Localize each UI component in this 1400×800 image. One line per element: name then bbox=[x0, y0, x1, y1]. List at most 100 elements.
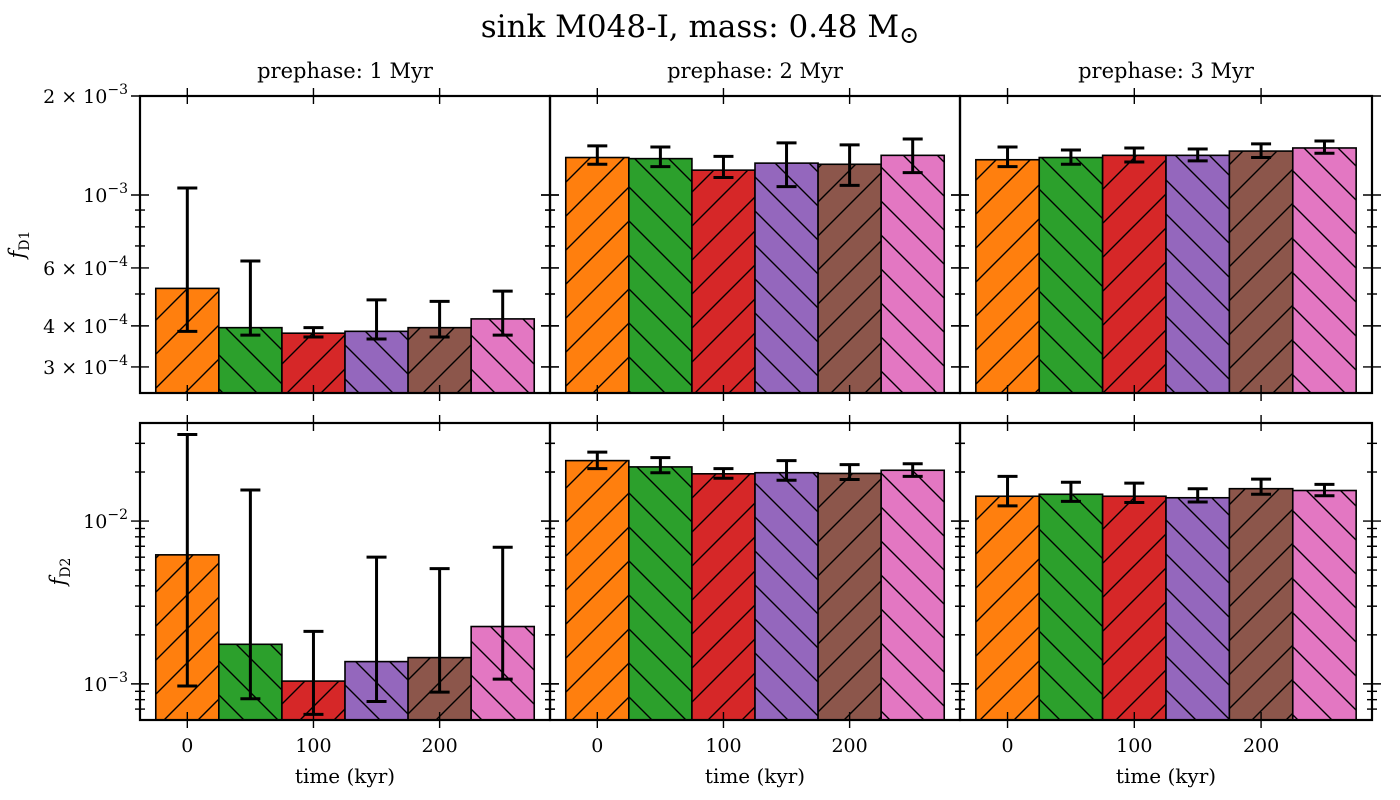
bar-hatch bbox=[691, 473, 756, 721]
x-axis-label: time (kyr) bbox=[705, 764, 805, 788]
y-axis-label: fD2 bbox=[46, 558, 74, 588]
bar-hatch bbox=[754, 471, 819, 721]
bar-hatch bbox=[1165, 154, 1231, 394]
error-bar bbox=[1314, 482, 1335, 498]
x-axis-label: time (kyr) bbox=[295, 764, 395, 788]
x-tick-label: 0 bbox=[591, 735, 603, 757]
figure-title: sink M048-I, mass: 0.48 M⊙ bbox=[481, 9, 920, 49]
axes-frame bbox=[958, 421, 1374, 722]
error-bar bbox=[1124, 146, 1145, 164]
bar bbox=[817, 163, 882, 394]
error-bar bbox=[1060, 148, 1081, 166]
error-bar bbox=[997, 474, 1018, 508]
column-title: prephase: 2 Myr bbox=[667, 59, 844, 83]
bar-hatch bbox=[628, 466, 693, 721]
error-bar bbox=[1060, 480, 1081, 503]
y-tick-label: 3 × 10−4 bbox=[43, 353, 128, 379]
bar-hatch bbox=[817, 472, 882, 721]
error-bar bbox=[839, 143, 860, 187]
column-title: prephase: 3 Myr bbox=[1078, 59, 1255, 83]
bar bbox=[1165, 496, 1231, 721]
bars-layer bbox=[154, 147, 1357, 721]
x-tick-label: 100 bbox=[1116, 735, 1152, 757]
x-tick-label: 200 bbox=[1243, 735, 1279, 757]
error-bar bbox=[240, 488, 261, 701]
error-bar bbox=[1251, 477, 1272, 496]
bar-hatch bbox=[281, 332, 346, 394]
error-bar bbox=[1124, 481, 1145, 504]
y-tick-label: 4 × 10−4 bbox=[43, 312, 128, 338]
error-bar bbox=[713, 154, 734, 180]
bar-hatch bbox=[1165, 496, 1231, 721]
error-bar bbox=[429, 299, 450, 339]
bar bbox=[1038, 493, 1104, 721]
bar bbox=[754, 162, 819, 394]
bar bbox=[691, 169, 756, 394]
bar bbox=[691, 473, 756, 721]
y-tick-label: 2 × 10−3 bbox=[43, 82, 128, 108]
error-bar bbox=[902, 137, 923, 175]
x-tick-label: 100 bbox=[295, 735, 331, 757]
bar-hatch bbox=[564, 156, 630, 394]
y-tick-label: 6 × 10−4 bbox=[43, 254, 128, 280]
error-bar bbox=[240, 259, 261, 337]
error-bars-layer bbox=[177, 137, 1335, 716]
bar-hatch bbox=[218, 326, 283, 394]
x-tick-label: 200 bbox=[831, 735, 867, 757]
bar bbox=[1038, 156, 1104, 394]
bar bbox=[1101, 495, 1167, 721]
axes-frames-layer bbox=[131, 88, 1381, 728]
axes-frame bbox=[958, 94, 1374, 395]
bar bbox=[281, 332, 346, 394]
error-bar bbox=[492, 289, 513, 337]
bar bbox=[1101, 154, 1167, 394]
bar-hatch bbox=[1228, 150, 1294, 394]
bar-hatch bbox=[691, 169, 756, 394]
x-axis-label: time (kyr) bbox=[1116, 764, 1216, 788]
error-bar bbox=[587, 144, 608, 166]
bar-hatch bbox=[975, 495, 1041, 721]
error-bar bbox=[177, 186, 198, 333]
error-bar bbox=[1187, 147, 1208, 163]
error-bar bbox=[997, 145, 1018, 169]
x-tick-label: 0 bbox=[181, 735, 193, 757]
bar bbox=[1228, 487, 1294, 721]
error-bar bbox=[492, 545, 513, 681]
y-tick-label: 10−3 bbox=[83, 181, 128, 207]
bar bbox=[564, 459, 630, 721]
error-bar bbox=[1187, 487, 1208, 504]
error-bar bbox=[776, 141, 797, 189]
bar bbox=[628, 157, 693, 394]
error-bar bbox=[650, 456, 671, 475]
error-bar bbox=[1251, 142, 1272, 160]
x-tick-label: 200 bbox=[421, 735, 457, 757]
bar-hatch bbox=[880, 154, 946, 394]
bar bbox=[564, 156, 630, 394]
x-tick-label: 100 bbox=[705, 735, 741, 757]
bar bbox=[1228, 150, 1294, 394]
bar bbox=[754, 471, 819, 721]
bar-hatch bbox=[564, 459, 630, 721]
bar bbox=[1291, 489, 1357, 721]
y-axis-label: fD1 bbox=[5, 231, 33, 261]
bar bbox=[1291, 147, 1357, 394]
bar-hatch bbox=[1038, 493, 1104, 721]
bar bbox=[817, 472, 882, 721]
bar-hatch bbox=[817, 163, 882, 394]
error-bar bbox=[839, 463, 860, 481]
error-bar bbox=[177, 432, 198, 688]
error-bar bbox=[303, 326, 324, 339]
error-bar bbox=[366, 555, 387, 703]
bar bbox=[880, 469, 946, 721]
bar-hatch bbox=[628, 157, 693, 394]
y-tick-label: 10−3 bbox=[83, 670, 128, 696]
bar-hatch bbox=[1291, 147, 1357, 394]
error-bar bbox=[587, 450, 608, 471]
error-bar bbox=[366, 298, 387, 341]
error-bar bbox=[713, 467, 734, 480]
bar-hatch bbox=[1101, 154, 1167, 394]
bar bbox=[628, 466, 693, 721]
bar bbox=[975, 158, 1041, 394]
error-bar bbox=[1314, 139, 1335, 155]
bar-hatch bbox=[754, 162, 819, 394]
